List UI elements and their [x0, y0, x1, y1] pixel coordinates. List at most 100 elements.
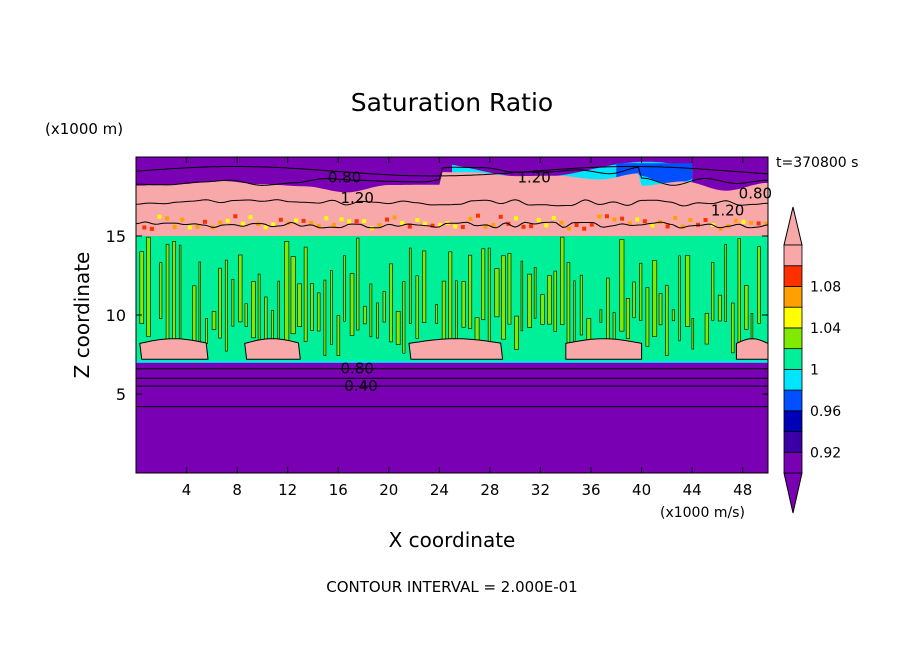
heatmap-streak [362, 305, 367, 325]
heatmap-speckle [703, 218, 708, 223]
heatmap-streak [553, 270, 557, 332]
contour-interval-note: CONTOUR INTERVAL = 2.000E-01 [326, 578, 578, 596]
heatmap-streak [389, 263, 393, 343]
heatmap-streak [408, 247, 412, 324]
heatmap-streak [665, 284, 669, 356]
heatmap-streak [402, 281, 406, 354]
heatmap-patch [139, 338, 209, 360]
heatmap-streak [415, 275, 419, 339]
heatmap-speckle [536, 218, 541, 223]
heatmap-speckle [248, 215, 253, 220]
contour-label: 0.80 [328, 169, 361, 187]
heatmap-speckle [749, 220, 754, 225]
heatmap-streak [238, 254, 243, 323]
heatmap-speckle [339, 217, 344, 222]
heatmap-speckle [559, 220, 564, 225]
heatmap-speckle [756, 221, 761, 226]
colorbar: 1.08 1.04 1 0.96 0.92 [783, 206, 841, 514]
heatmap-speckle [476, 213, 481, 218]
x-tick-label: 8 [232, 481, 242, 499]
time-label: t=370800 s [776, 155, 859, 171]
heatmap-streak [146, 236, 151, 337]
contour-line [135, 221, 769, 229]
heatmap-streak [744, 285, 749, 330]
chart-title: Saturation Ratio [350, 88, 554, 117]
heatmap-speckle [460, 225, 465, 230]
heatmap-speckle [301, 218, 306, 223]
heatmap-streak [685, 255, 691, 327]
heatmap-speckle [627, 221, 632, 226]
contour-label: 1.20 [517, 169, 550, 187]
heatmap-speckle [324, 216, 329, 221]
colorbar-swatch [783, 327, 803, 350]
heatmap-speckle [741, 219, 746, 224]
heatmap-patch [136, 172, 768, 233]
heatmap-speckle [695, 222, 700, 227]
heatmap-patch [565, 338, 643, 360]
heatmap-streak [251, 281, 256, 339]
heatmap-speckle [574, 223, 579, 228]
heatmap-streak [165, 243, 170, 351]
heatmap-streak [231, 278, 235, 327]
heatmap-speckle [673, 216, 678, 221]
heatmap-speckle [392, 215, 397, 220]
heatmap-streak [639, 262, 643, 321]
x-tick-label: 4 [182, 481, 192, 499]
heatmap-streak [316, 292, 321, 332]
x-tick-label: 40 [632, 481, 651, 499]
heatmap-streak [606, 277, 610, 350]
colorbar-swatch [783, 410, 803, 432]
contour-label: 0.40 [344, 377, 377, 395]
heatmap-streak [737, 238, 741, 348]
heatmap-speckle [331, 222, 336, 227]
heatmap-speckle [294, 218, 298, 223]
heatmap-streak [454, 280, 458, 349]
heatmap-streak [376, 302, 379, 339]
heatmap-patch [735, 338, 769, 360]
y-axis-unit: (x1000 m) [45, 120, 124, 138]
heatmap-streak [507, 253, 512, 325]
heatmap-streak [441, 280, 447, 343]
heatmap-speckle [422, 221, 427, 226]
heatmap-speckle [400, 220, 405, 225]
colorbar-label: 0.92 [810, 445, 841, 461]
colorbar-swatch [783, 306, 803, 329]
heatmap-streak [500, 255, 506, 340]
contour-label: 0.80 [340, 360, 373, 378]
heatmap-speckle [567, 226, 572, 231]
x-axis-unit: (x1000 m/s) [660, 505, 745, 521]
heatmap-field [136, 157, 769, 473]
heatmap-speckle [202, 219, 207, 224]
heatmap-speckle [491, 222, 496, 227]
colorbar-label: 1 [810, 362, 819, 378]
heatmap-speckle [642, 219, 647, 224]
heatmap-streak [540, 294, 545, 325]
heatmap-speckle [165, 216, 170, 221]
heatmap-streak [277, 280, 280, 348]
heatmap-speckle [498, 214, 503, 219]
heatmap-speckle [764, 221, 769, 226]
heatmap-speckle [468, 216, 473, 221]
heatmap-streak [566, 262, 571, 347]
colorbar-bottom-triangle [783, 472, 803, 514]
contour-label: 1.20 [711, 202, 744, 220]
heatmap-speckle [551, 215, 556, 220]
heatmap-streak [218, 267, 222, 339]
colorbar-swatch [783, 286, 803, 308]
heatmap-patch [136, 360, 768, 363]
x-tick-label: 20 [379, 481, 398, 499]
heatmap-speckle [157, 214, 162, 219]
heatmap-streak [211, 311, 217, 330]
x-tick-label: 44 [683, 481, 702, 499]
heatmap-streak [297, 283, 302, 327]
colorbar-swatch [783, 348, 803, 370]
heatmap-speckle [263, 225, 268, 230]
heatmap-streak [257, 273, 261, 345]
heatmap-speckle [354, 219, 359, 224]
heatmap-speckle [415, 218, 420, 223]
heatmap-streak [717, 294, 722, 322]
heatmap-streak [652, 260, 658, 337]
heatmap-speckle [233, 214, 238, 219]
heatmap-streak [533, 267, 537, 319]
heatmap-speckle [529, 224, 534, 229]
